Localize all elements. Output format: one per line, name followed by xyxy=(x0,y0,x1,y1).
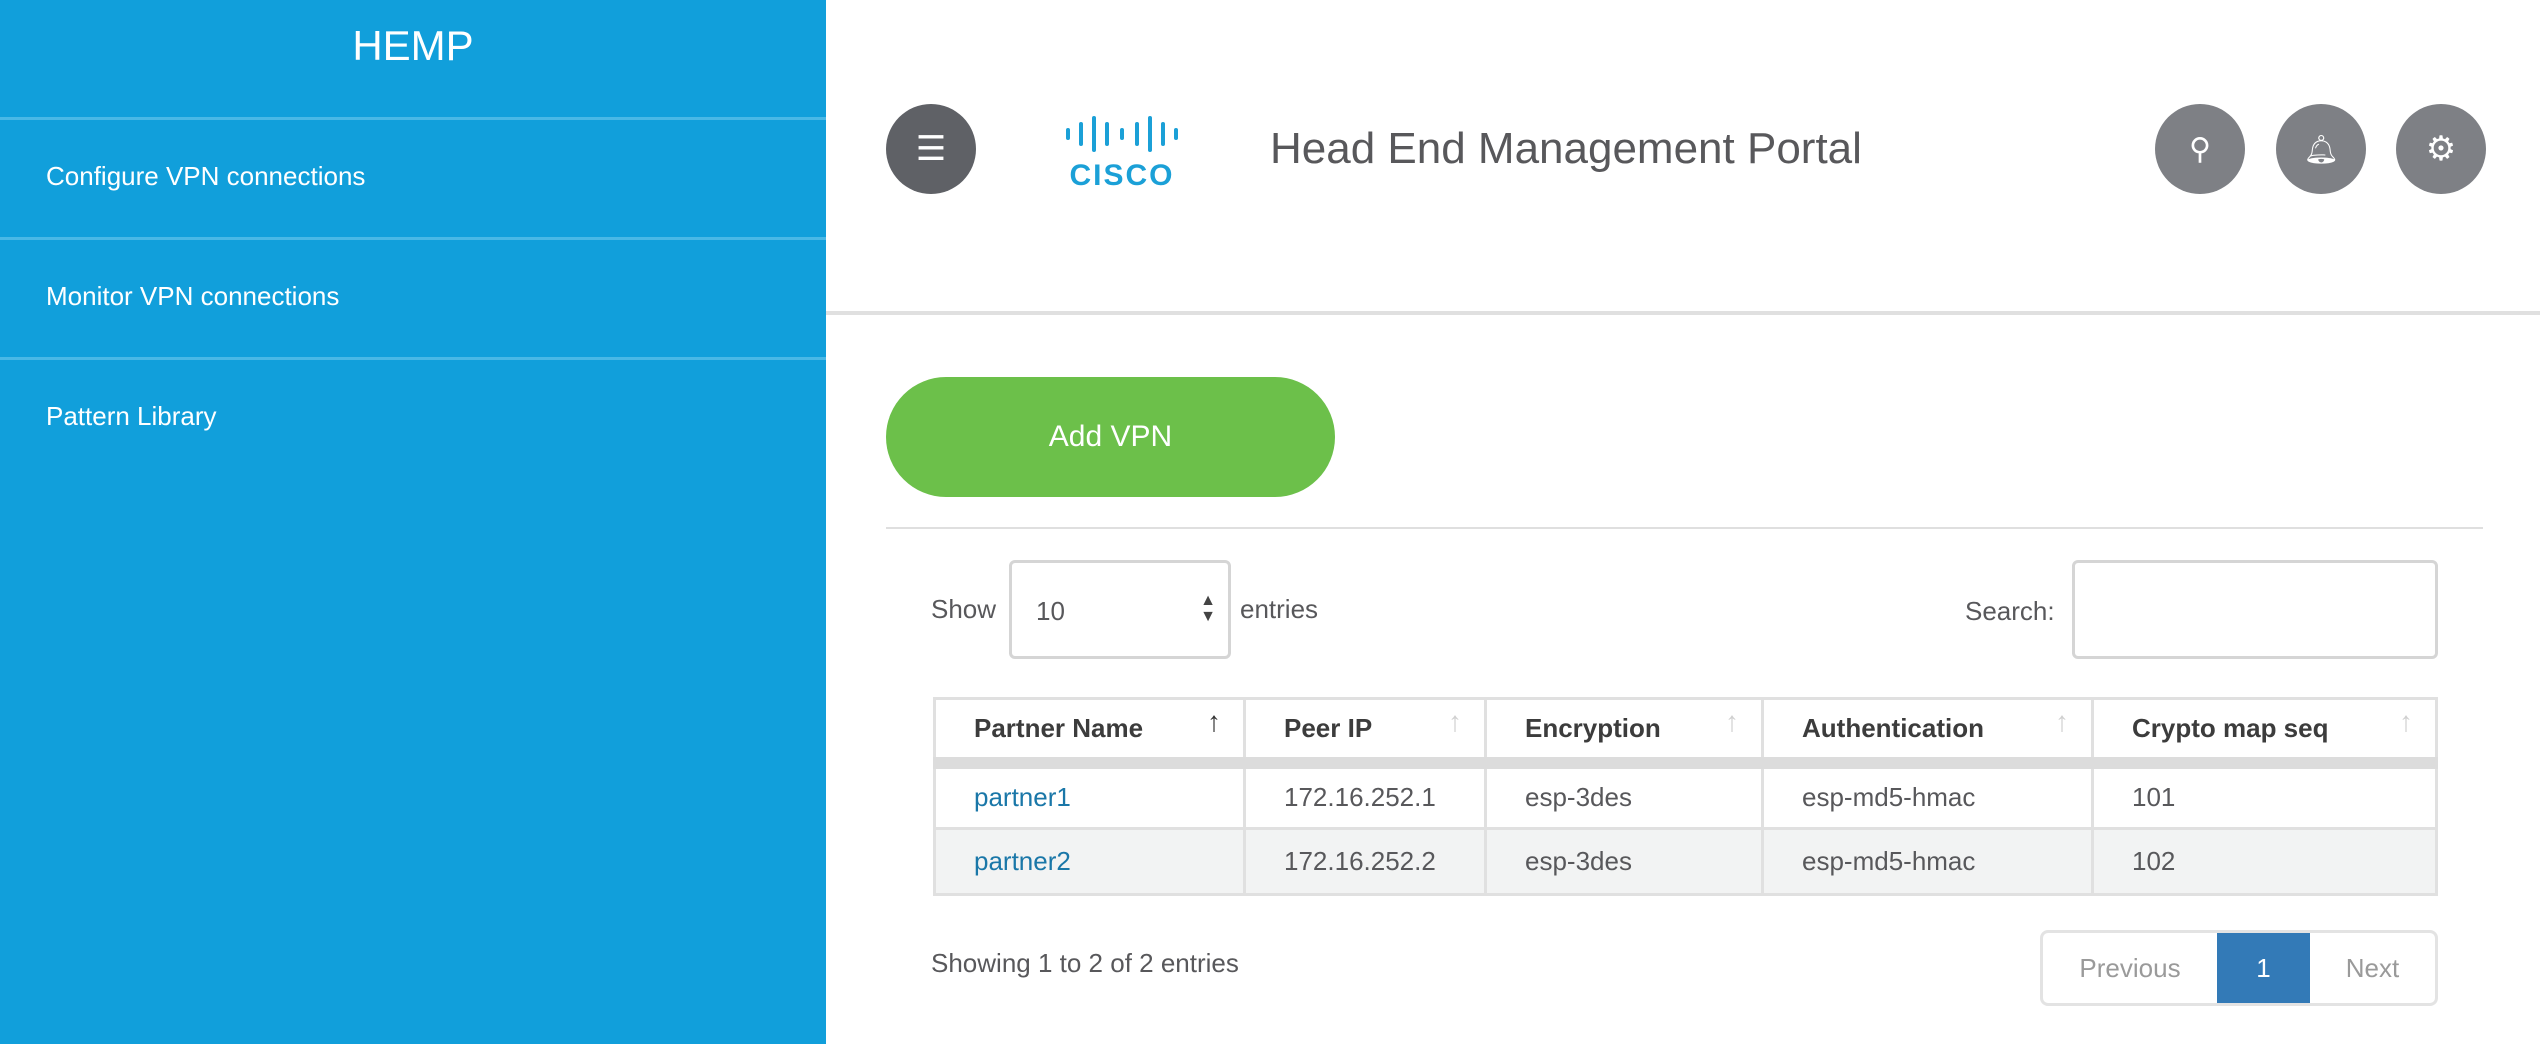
column-header-partner-name[interactable]: Partner Name ↑ xyxy=(933,697,1246,769)
page-title: Head End Management Portal xyxy=(1270,124,1862,173)
cell-encryption: esp-3des xyxy=(1484,827,1764,896)
table-row: partner2 172.16.252.2 esp-3des esp-md5-h… xyxy=(933,827,2438,896)
divider xyxy=(0,237,826,240)
sidebar: HEMP Configure VPN connections Monitor V… xyxy=(0,0,826,1044)
bell-icon: 🔔︎ xyxy=(2303,133,2339,165)
entries-value: 10 xyxy=(1036,596,1065,626)
page-1-button[interactable]: 1 xyxy=(2217,933,2310,1003)
sidebar-item-pattern-library[interactable]: Pattern Library xyxy=(46,401,217,431)
cell-peer-ip: 172.16.252.1 xyxy=(1243,761,1487,830)
cell-crypto-map-seq: 101 xyxy=(2091,761,2438,830)
column-header-encryption[interactable]: Encryption ↑ xyxy=(1484,697,1764,769)
search-icon: ⚲ xyxy=(2189,132,2211,166)
brand-title: HEMP xyxy=(352,22,474,69)
sort-icon: ↑ xyxy=(2399,706,2413,737)
cell-peer-ip: 172.16.252.2 xyxy=(1243,827,1487,896)
sort-icon: ↑ xyxy=(1725,706,1739,737)
previous-button[interactable]: Previous xyxy=(2079,952,2181,983)
header-divider xyxy=(826,311,2540,315)
cell-partner-name: partner1 xyxy=(933,761,1246,830)
settings-button[interactable]: ⚙ xyxy=(2396,104,2486,194)
cell-partner-name: partner2 xyxy=(933,827,1246,896)
menu-icon: ☰ xyxy=(915,130,947,168)
cell-authentication: esp-md5-hmac xyxy=(1761,761,2094,830)
table-header-row: Partner Name ↑ Peer IP ↑ Encryption ↑ Authe… xyxy=(933,697,2438,769)
vpn-table: Partner Name ↑ Peer IP ↑ Encryption ↑ Authe… xyxy=(933,697,2438,896)
sort-asc-icon: ↑ xyxy=(1207,706,1221,737)
search-button[interactable]: ⚲ xyxy=(2155,104,2245,194)
add-vpn-button[interactable]: Add VPN xyxy=(886,377,1335,497)
divider xyxy=(0,357,826,360)
sort-icon: ↑ xyxy=(2055,706,2069,737)
cell-crypto-map-seq: 102 xyxy=(2091,827,2438,896)
entries-label: entries xyxy=(1240,594,1319,624)
divider xyxy=(886,527,2483,529)
search-input[interactable] xyxy=(2072,560,2438,659)
search-label: Search: xyxy=(1965,596,2055,626)
gear-icon: ⚙ xyxy=(2425,130,2457,168)
sidebar-item-monitor-vpn[interactable]: Monitor VPN connections xyxy=(46,281,340,311)
cell-encryption: esp-3des xyxy=(1484,761,1764,830)
entries-select[interactable]: 10 ▲ ▼ xyxy=(1009,560,1231,659)
select-arrows-icon: ▲ ▼ xyxy=(1200,592,1216,625)
table-info: Showing 1 to 2 of 2 entries xyxy=(931,948,1239,978)
show-label: Show xyxy=(931,594,997,624)
cell-authentication: esp-md5-hmac xyxy=(1761,827,2094,896)
next-button[interactable]: Next xyxy=(2345,952,2400,983)
pagination: Previous 1 Next xyxy=(2040,930,2438,1006)
menu-button[interactable]: ☰ xyxy=(886,104,976,194)
divider xyxy=(0,117,826,120)
column-header-crypto-map-seq[interactable]: Crypto map seq ↑ xyxy=(2091,697,2438,769)
partner-link[interactable]: partner2 xyxy=(974,846,1071,876)
sort-icon: ↑ xyxy=(1448,706,1462,737)
cisco-logo: CISCO xyxy=(1066,116,1178,192)
partner-link[interactable]: partner1 xyxy=(974,782,1071,813)
notifications-button[interactable]: 🔔︎ xyxy=(2276,104,2366,194)
table-row: partner1 172.16.252.1 esp-3des esp-md5-h… xyxy=(933,761,2438,830)
column-header-peer-ip[interactable]: Peer IP ↑ xyxy=(1243,697,1487,769)
sidebar-item-configure-vpn[interactable]: Configure VPN connections xyxy=(46,161,366,191)
column-header-authentication[interactable]: Authentication ↑ xyxy=(1761,697,2094,769)
